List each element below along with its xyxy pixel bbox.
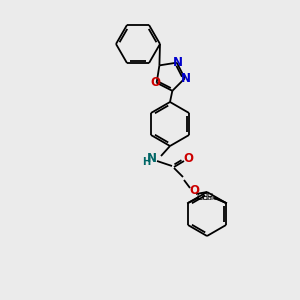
Text: O: O	[189, 184, 199, 197]
Text: H: H	[142, 157, 150, 167]
Text: N: N	[173, 56, 183, 69]
Text: CH₃: CH₃	[201, 194, 217, 202]
Text: N: N	[147, 152, 157, 166]
Text: O: O	[183, 152, 193, 164]
Text: O: O	[151, 76, 160, 89]
Text: CH₃: CH₃	[196, 194, 212, 202]
Text: N: N	[181, 72, 191, 85]
